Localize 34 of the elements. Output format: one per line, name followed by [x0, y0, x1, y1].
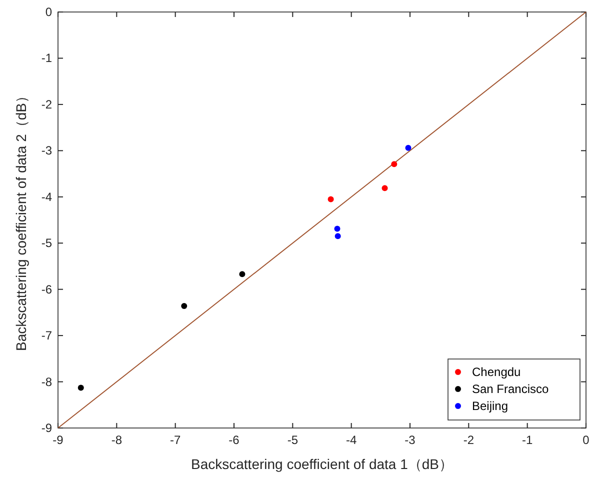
x-tick-label: -7 [170, 433, 181, 447]
legend-label: Beijing [472, 399, 508, 413]
y-tick-label: -7 [41, 328, 52, 343]
y-tick-label: -3 [41, 144, 52, 158]
y-axis-title: Backscattering coefficient of data 2（dB） [13, 89, 29, 351]
x-tick-label: 0 [582, 433, 590, 447]
y-tick-label: -6 [41, 282, 52, 296]
x-tick-label: -5 [287, 433, 298, 447]
x-tick-label: -3 [404, 433, 416, 447]
x-tick-label: -8 [111, 433, 122, 447]
point [239, 271, 246, 278]
point [181, 302, 188, 309]
point [78, 384, 84, 391]
point [334, 226, 340, 232]
legend-label: Chengdu [472, 365, 521, 379]
y-tick-label: -5 [41, 236, 52, 250]
point [405, 144, 412, 151]
y-tick-label: -8 [41, 374, 52, 389]
x-tick-label: -2 [463, 433, 474, 447]
point [382, 185, 388, 192]
legend-label: San Francisco [472, 382, 550, 396]
y-tick-label: -9 [41, 421, 52, 435]
x-tick-label: -9 [52, 433, 64, 447]
x-tick-label: -6 [228, 433, 240, 447]
y-tick-label: 0 [45, 5, 52, 19]
x-axis-title: Backscattering coefficient of data 1（dB） [191, 456, 453, 472]
point [328, 196, 334, 202]
y-tick-label: -1 [41, 51, 52, 66]
x-tick-label: -1 [522, 433, 533, 447]
point [334, 233, 341, 240]
point [391, 161, 398, 168]
x-tick-label: -4 [346, 433, 357, 447]
y-tick-label: -2 [41, 97, 52, 112]
y-tick-label: -4 [41, 190, 52, 204]
